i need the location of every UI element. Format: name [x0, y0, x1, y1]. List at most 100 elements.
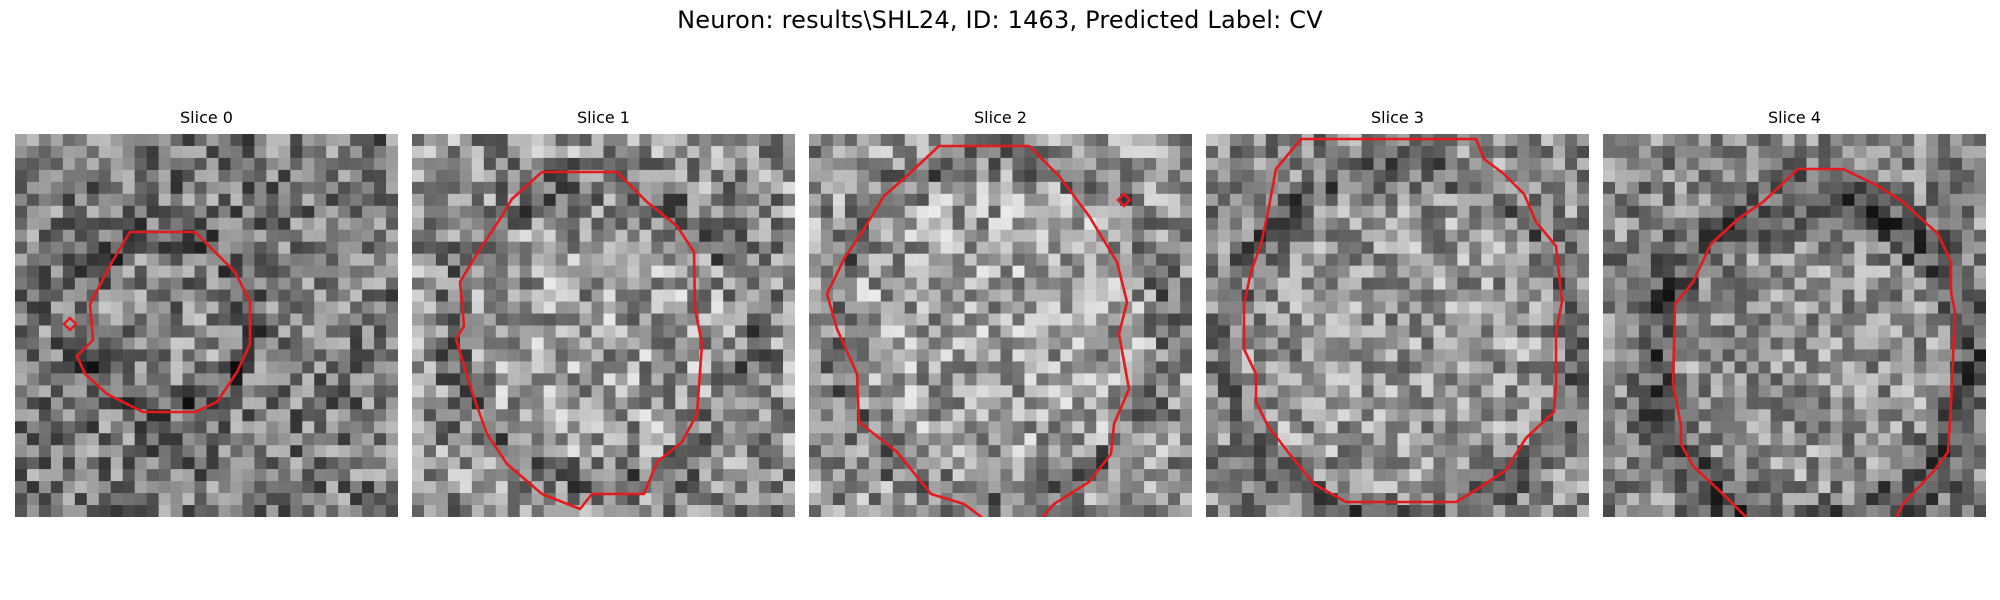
- pixel: [1361, 277, 1374, 290]
- pixel: [687, 361, 700, 374]
- pixel: [314, 193, 327, 207]
- pixel: [1289, 229, 1303, 243]
- pixel: [928, 205, 942, 219]
- pixel: [362, 325, 375, 338]
- pixel: [326, 445, 339, 458]
- pixel: [555, 217, 568, 231]
- pixel: [1782, 181, 1795, 195]
- pixel: [1794, 409, 1807, 422]
- pixel: [603, 349, 616, 362]
- pixel: [26, 253, 40, 267]
- pixel: [928, 253, 942, 267]
- pixel: [1914, 421, 1927, 434]
- pixel: [699, 217, 712, 231]
- pixel: [122, 373, 136, 386]
- pixel: [110, 169, 124, 183]
- pixel: [254, 217, 267, 231]
- pixel: [50, 373, 64, 386]
- pixel: [591, 229, 604, 243]
- pixel: [928, 481, 942, 494]
- pixel: [1084, 433, 1097, 446]
- pixel: [940, 145, 954, 159]
- pixel: [603, 217, 616, 231]
- pixel: [338, 134, 351, 147]
- pixel: [1289, 325, 1303, 338]
- pixel: [1553, 469, 1566, 482]
- pixel: [254, 373, 267, 386]
- pixel: [880, 277, 894, 290]
- pixel: [832, 169, 846, 183]
- pixel: [423, 481, 437, 494]
- pixel: [687, 373, 700, 386]
- pixel: [1457, 421, 1470, 434]
- pixel: [615, 181, 628, 195]
- pixel: [1096, 481, 1109, 494]
- pixel: [976, 397, 989, 410]
- pixel: [194, 253, 207, 267]
- pixel: [1060, 457, 1073, 470]
- pixel: [1385, 397, 1398, 410]
- pixel: [423, 457, 437, 470]
- pixel: [1217, 241, 1231, 255]
- pixel: [1397, 181, 1410, 195]
- pixel: [1854, 361, 1867, 374]
- pixel: [1626, 193, 1640, 207]
- pixel: [1806, 193, 1819, 207]
- pixel: [1313, 337, 1327, 350]
- pixel: [50, 205, 64, 219]
- pixel: [1734, 421, 1748, 434]
- pixel: [1349, 193, 1362, 207]
- pixel: [338, 169, 351, 183]
- pixel: [338, 205, 351, 219]
- pixel: [386, 481, 398, 494]
- pixel: [809, 337, 822, 350]
- pixel: [1974, 433, 1986, 446]
- pixel: [1493, 481, 1506, 494]
- pixel: [495, 145, 509, 159]
- pixel: [26, 313, 40, 326]
- pixel: [1409, 337, 1422, 350]
- pixel: [567, 217, 580, 231]
- pixel: [1144, 361, 1157, 374]
- pixel: [1132, 277, 1145, 290]
- pixel: [1265, 397, 1279, 410]
- pixel: [1206, 277, 1219, 290]
- pixel: [699, 134, 712, 147]
- pixel: [254, 433, 267, 446]
- pixel: [1325, 385, 1339, 398]
- pixel: [1577, 265, 1589, 279]
- pixel: [50, 277, 64, 290]
- pixel: [1818, 337, 1831, 350]
- pixel: [170, 361, 183, 374]
- pixel: [507, 421, 521, 434]
- pixel: [868, 301, 882, 314]
- pixel: [976, 505, 989, 517]
- pixel: [386, 397, 398, 410]
- pixel: [615, 229, 628, 243]
- pixel: [326, 289, 339, 302]
- pixel: [651, 313, 664, 326]
- pixel: [194, 469, 207, 482]
- pixel: [1722, 134, 1736, 147]
- pixel: [820, 205, 834, 219]
- pixel: [723, 277, 736, 290]
- pixel: [218, 134, 231, 147]
- pixel: [1866, 277, 1879, 290]
- pixel: [1361, 181, 1374, 195]
- pixel: [952, 337, 965, 350]
- pixel: [1409, 241, 1422, 255]
- pixel: [1349, 469, 1362, 482]
- pixel: [651, 265, 664, 279]
- pixel: [1878, 253, 1891, 267]
- pixel: [206, 457, 219, 470]
- pixel: [1638, 433, 1652, 446]
- pixel: [519, 325, 533, 338]
- pixel: [1397, 445, 1410, 458]
- pixel: [591, 493, 604, 506]
- pixel: [374, 181, 387, 195]
- pixel: [771, 373, 784, 386]
- pixel: [1409, 277, 1422, 290]
- pixel: [194, 205, 207, 219]
- pixel: [1662, 457, 1676, 470]
- pixel: [1445, 277, 1458, 290]
